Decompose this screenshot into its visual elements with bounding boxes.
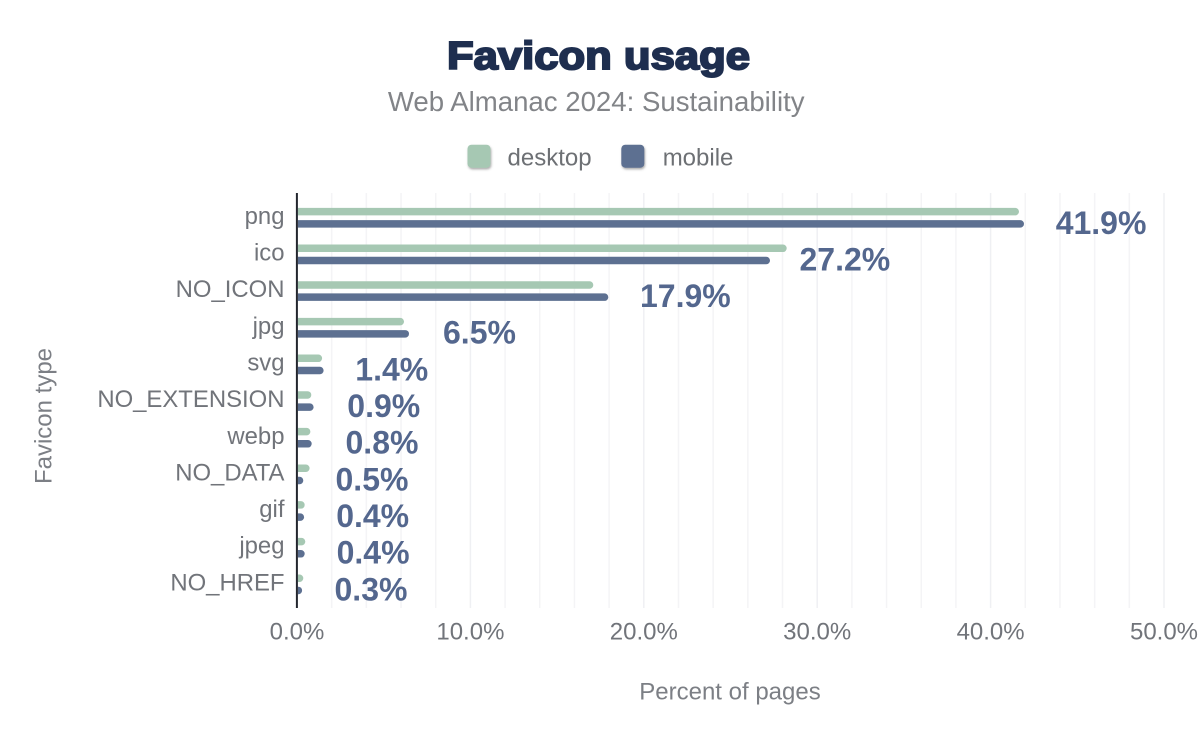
svg-text:png: png (245, 203, 285, 230)
svg-text:NO_HREF: NO_HREF (170, 569, 284, 596)
svg-text:20.0%: 20.0% (610, 619, 678, 646)
svg-text:webp: webp (226, 423, 284, 450)
svg-text:41.9%: 41.9% (1056, 205, 1147, 241)
svg-text:50.0%: 50.0% (1130, 619, 1198, 646)
svg-text:NO_ICON: NO_ICON (176, 276, 285, 303)
svg-text:Percent of pages: Percent of pages (639, 679, 820, 706)
svg-text:0.5%: 0.5% (336, 461, 409, 497)
svg-text:6.5%: 6.5% (443, 315, 516, 351)
svg-text:0.4%: 0.4% (336, 498, 409, 534)
svg-text:svg: svg (247, 349, 284, 376)
svg-text:mobile: mobile (663, 145, 734, 172)
svg-text:gif: gif (259, 496, 285, 523)
svg-text:17.9%: 17.9% (640, 278, 731, 314)
svg-text:jpg: jpg (252, 313, 285, 340)
svg-text:0.4%: 0.4% (337, 535, 410, 571)
svg-text:0.3%: 0.3% (335, 571, 408, 607)
svg-text:Favicon type: Favicon type (31, 348, 58, 484)
svg-text:0.9%: 0.9% (347, 388, 420, 424)
svg-text:Favicon usage: Favicon usage (447, 35, 750, 78)
svg-text:0.0%: 0.0% (270, 619, 325, 646)
svg-text:ico: ico (254, 239, 285, 266)
svg-text:1.4%: 1.4% (355, 351, 428, 387)
svg-text:NO_DATA: NO_DATA (175, 459, 284, 486)
svg-text:0.8%: 0.8% (346, 425, 419, 461)
svg-text:jpeg: jpeg (238, 533, 284, 560)
svg-text:27.2%: 27.2% (800, 241, 891, 277)
svg-text:10.0%: 10.0% (436, 619, 504, 646)
svg-text:Web Almanac 2024: Sustainabili: Web Almanac 2024: Sustainability (388, 86, 805, 117)
svg-text:NO_EXTENSION: NO_EXTENSION (97, 386, 284, 413)
svg-text:40.0%: 40.0% (957, 619, 1025, 646)
svg-text:30.0%: 30.0% (783, 619, 851, 646)
svg-text:desktop: desktop (508, 145, 592, 172)
